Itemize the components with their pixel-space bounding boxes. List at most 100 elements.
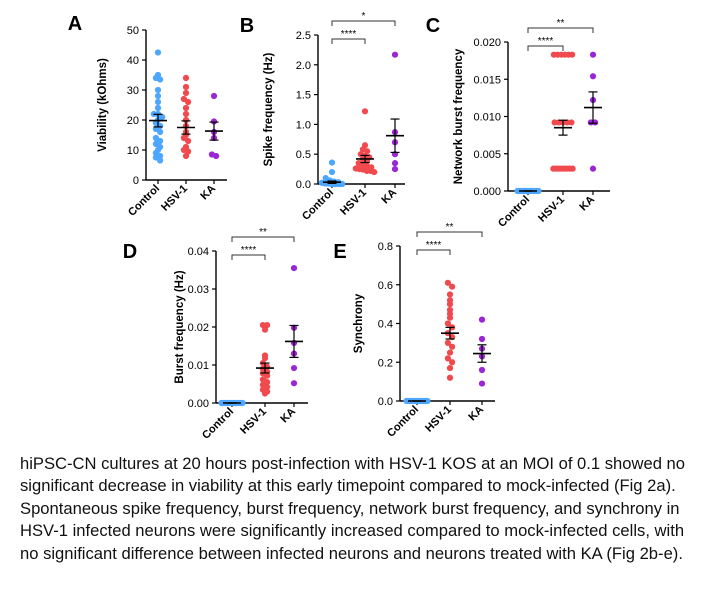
panel-b: B 0.0 0.5 1.0 1.5 2.0 2.5 Spike frequency (Hz) C… [240,11,405,223]
y-tick-label: 30 [127,85,139,97]
data-point [449,283,456,290]
data-point [290,380,298,387]
data-point [446,291,454,298]
series-control [218,399,246,407]
data-point [154,49,162,56]
data-point [154,104,162,112]
x-tick-label: Control [300,187,336,223]
significance-label: **** [426,240,442,251]
y-tick-label: 0 [133,175,139,187]
significance-bracket [331,20,396,26]
data-point [391,51,399,58]
series-ka [473,316,491,387]
significance-bracket [527,45,564,51]
significance-bracket [231,254,266,260]
data-point [569,165,576,172]
y-tick-label: 0.000 [473,186,501,198]
data-point [449,343,456,350]
data-point [154,92,162,100]
series-control [149,49,167,164]
data-point [182,110,190,118]
data-point [182,83,190,91]
y-tick-label: 20 [127,115,139,127]
data-point [371,168,378,176]
data-point [444,339,451,346]
series-hsv1 [352,108,378,176]
data-point [569,51,576,58]
data-point [213,152,220,160]
y-axis-label: Synchrony [353,293,365,353]
data-point [478,335,486,343]
data-point [444,355,451,362]
series-ka [386,51,404,173]
data-point [261,326,269,333]
data-point [446,349,454,356]
y-tick-label: 0.5 [296,149,311,161]
x-tick-label: KA [577,194,597,214]
y-tick-label: 0.0 [378,396,393,408]
data-point [210,92,218,100]
data-point [182,74,190,82]
data-point [264,372,271,379]
y-tick-label: 0.2 [378,357,393,369]
y-tick-label: 10 [127,145,139,157]
x-tick-label: Control [496,194,532,230]
data-point [157,128,164,136]
data-point [185,98,192,106]
x-tick-label: HSV-1 [338,187,369,218]
y-axis-label: Spike frequency (Hz) [263,52,275,166]
x-tick-label: HSV-1 [159,183,190,214]
y-tick-label: 0.00 [188,398,209,410]
series-hsv1 [550,51,576,172]
figure-caption: hiPSC-CN cultures at 20 hours post-infec… [20,454,685,563]
y-tick-label: 1.5 [296,90,311,102]
data-point [157,76,164,83]
y-tick-label: 0.03 [188,284,209,296]
x-tick-label: KA [278,406,298,426]
y-tick-label: 0.4 [378,319,393,331]
significance-bracket [527,27,594,33]
panel-letter: D [123,241,137,263]
y-tick-label: 0.6 [378,280,393,292]
data-point [589,73,597,80]
data-point [446,314,454,321]
data-point [364,148,371,155]
series-hsv1 [177,74,195,160]
data-point [182,89,190,97]
significance-label: * [362,11,366,22]
data-point [290,265,298,272]
data-point [391,166,399,173]
significance-label: **** [241,245,257,256]
data-point [391,160,399,167]
significance-bracket [331,38,366,44]
data-point [444,320,451,327]
data-point [478,316,486,323]
x-tick-label: KA [198,183,218,203]
series-hsv1 [441,279,459,381]
x-tick-label: HSV-1 [238,406,269,437]
data-point [449,359,456,366]
series-ka [584,51,602,172]
data-point [182,116,190,124]
data-point [446,374,454,381]
x-tick-label: Control [200,406,236,442]
data-point [361,108,369,115]
significance-bracket [416,249,451,255]
data-point [535,187,542,195]
data-point [589,51,597,58]
y-tick-label: 0.0 [296,179,311,191]
data-point [446,301,454,308]
panel-e: E 0.0 0.2 0.4 0.6 0.8 Synchrony Control HSV-1 KA *… [333,222,495,440]
panel-letter: C [426,15,440,37]
data-point [261,355,269,362]
y-tick-label: 0.010 [473,112,501,124]
significance-label: ** [557,18,565,29]
y-tick-label: 0.020 [473,37,501,49]
y-axis-label: Network burst frequency [453,48,465,184]
y-tick-label: 1.0 [296,119,311,131]
x-tick-label: Control [126,183,162,219]
y-tick-label: 2.0 [296,60,311,72]
y-tick-label: 0.01 [188,360,209,372]
